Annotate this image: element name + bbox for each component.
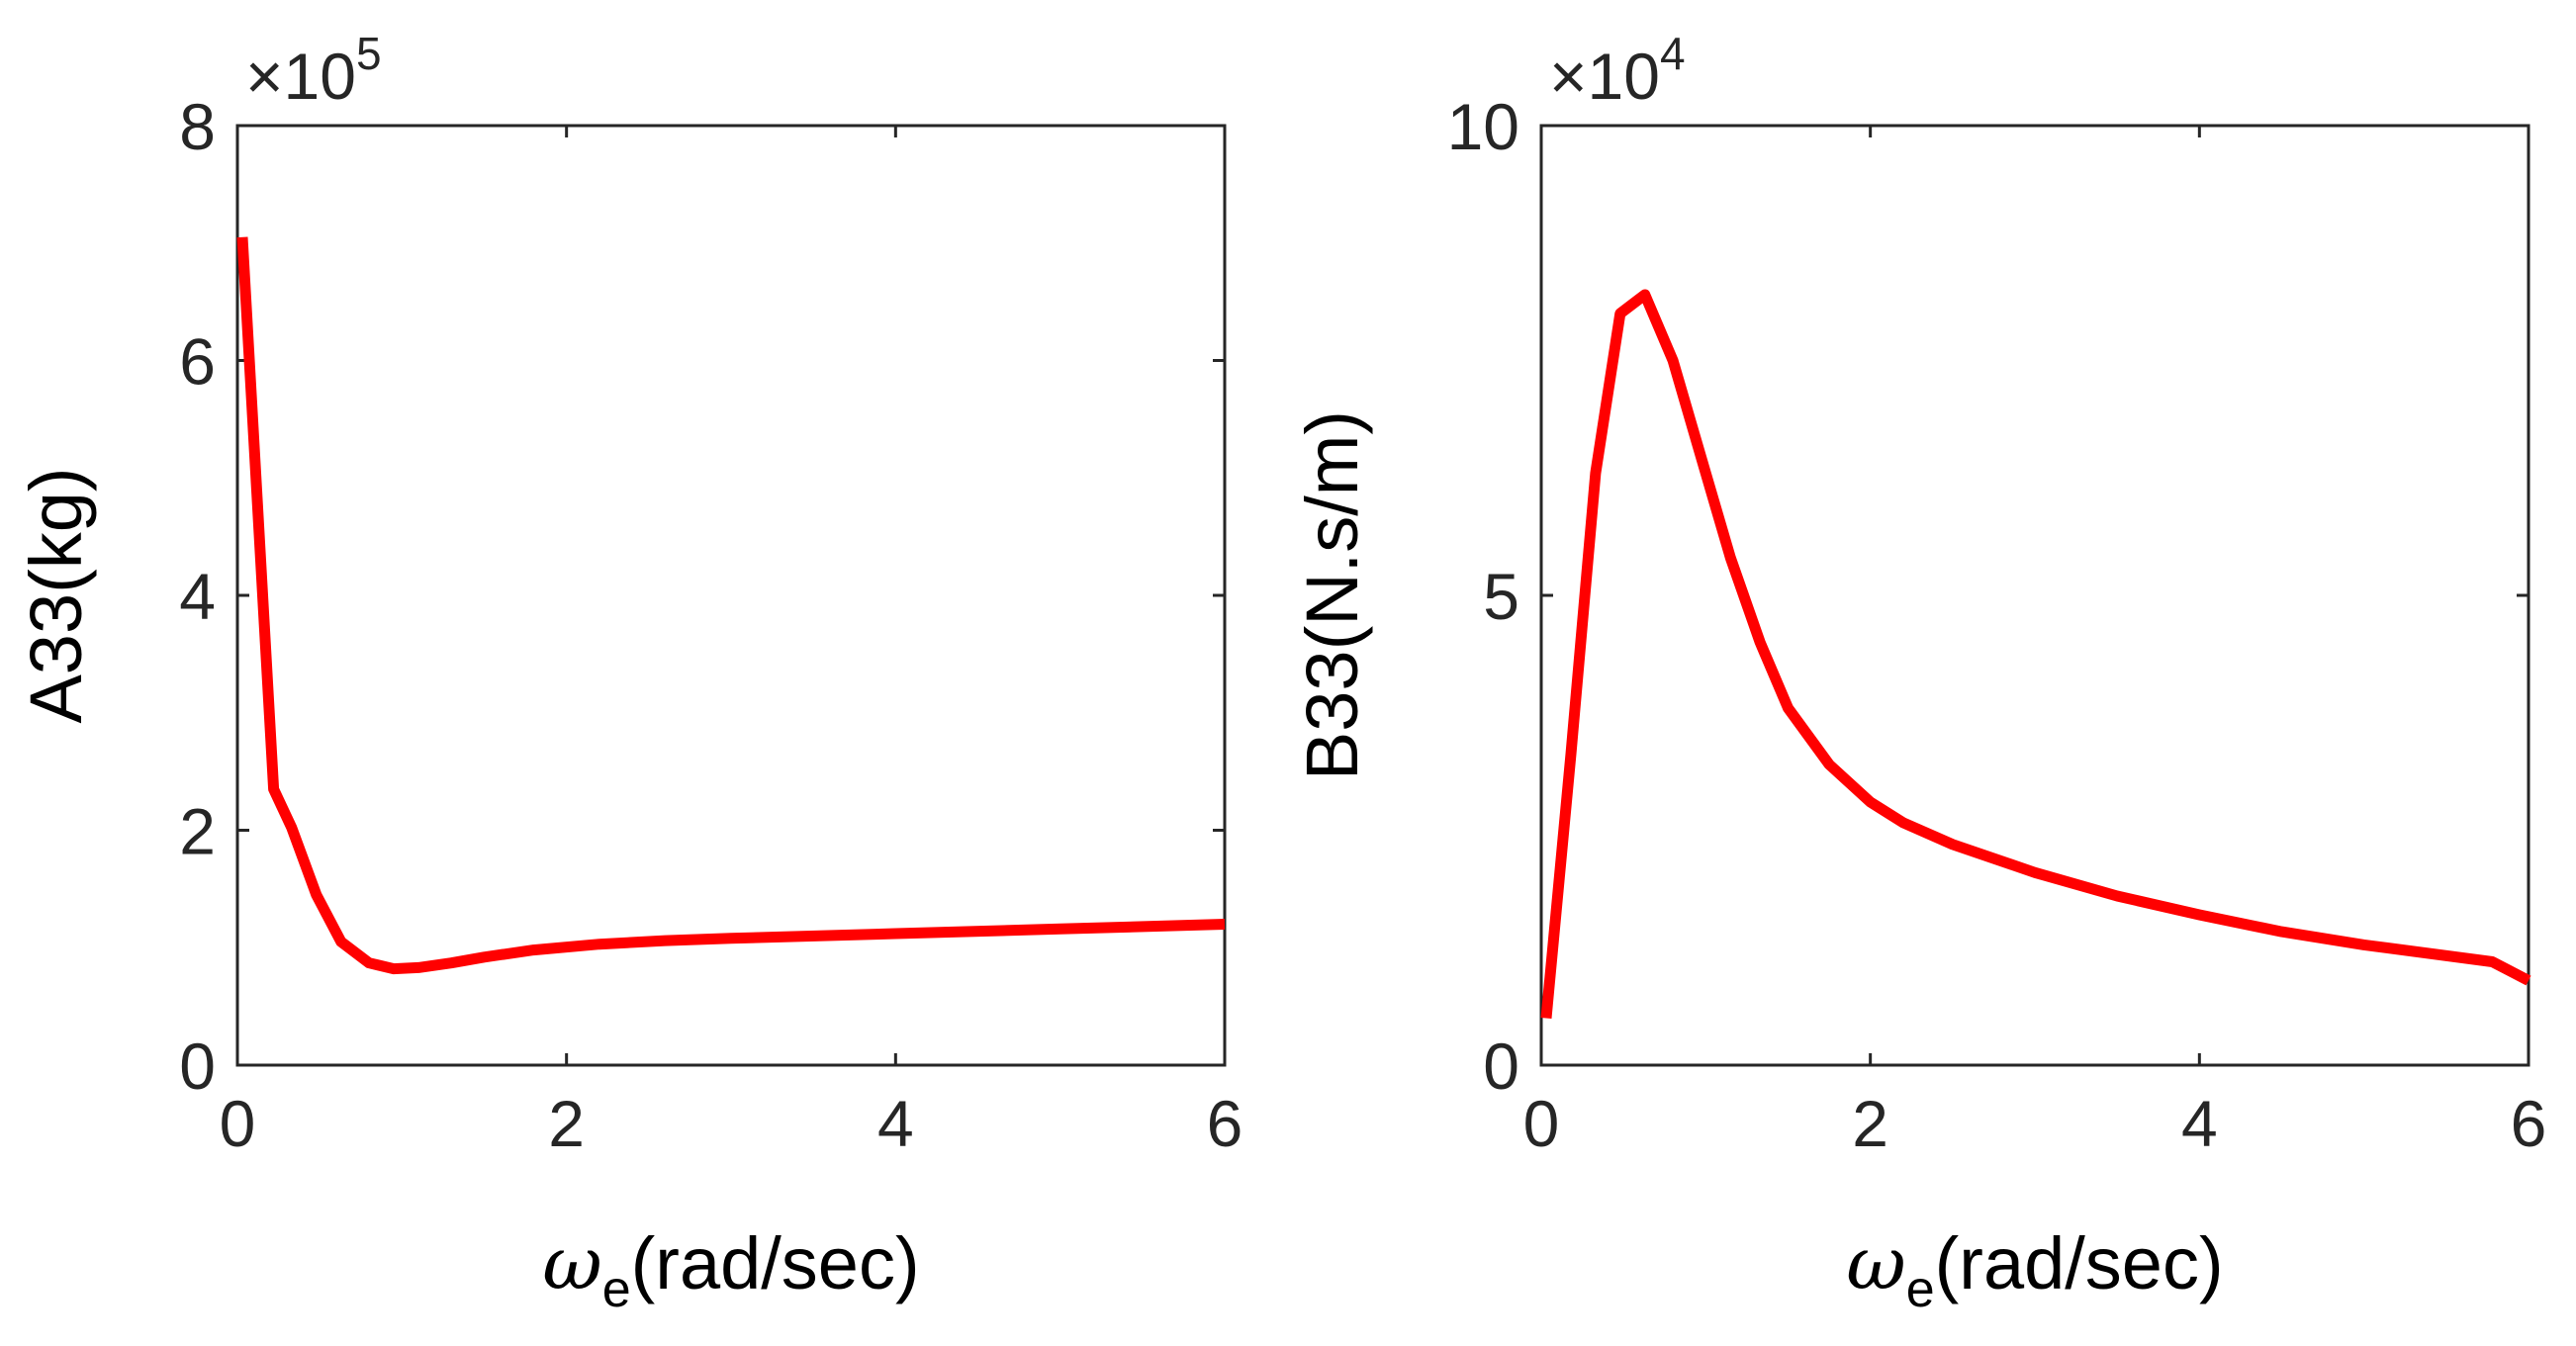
a33-x-tick-label: 4 <box>877 1087 914 1160</box>
b33-chart: 0 2 4 6 0 5 10 ×104 B33(N.s/m) ωe(rad/sec) <box>1291 28 2546 1318</box>
a33-y-tick-label: 6 <box>179 325 216 399</box>
a33-series-line <box>236 236 1226 975</box>
a33-y-axis-label: A33(kg) <box>15 467 97 723</box>
a33-x-tick-label: 2 <box>548 1087 585 1160</box>
a33-chart: 0 2 4 6 0 2 4 6 8 ×105 A33(kg) ωe(rad/sec) <box>15 28 1242 1318</box>
a33-x-axis-label: ωe(rad/sec) <box>542 1221 919 1318</box>
a33-x-tick-label: 0 <box>220 1087 256 1160</box>
b33-tick-labels: 0 2 4 6 0 5 10 <box>1447 90 2547 1160</box>
b33-plot-frame <box>1539 124 2530 1067</box>
b33-x-tick-label: 0 <box>1523 1087 1560 1160</box>
b33-y-axis-label: B33(N.s/m) <box>1291 410 1373 780</box>
b33-x-tick-label: 6 <box>2511 1087 2547 1160</box>
b33-x-axis-label: ωe(rad/sec) <box>1846 1221 2223 1318</box>
a33-tick-labels: 0 2 4 6 0 2 4 6 8 <box>179 90 1242 1160</box>
a33-ticks <box>235 124 1227 1067</box>
b33-series-line <box>1540 289 2531 1020</box>
b33-y-tick-label: 0 <box>1483 1030 1519 1103</box>
b33-x-tick-label: 2 <box>1852 1087 1888 1160</box>
a33-y-tick-label: 0 <box>179 1030 216 1103</box>
b33-ticks <box>1539 124 2530 1067</box>
a33-y-tick-label: 8 <box>179 90 216 163</box>
a33-x-tick-label: 6 <box>1207 1087 1243 1160</box>
b33-exponent-label: ×104 <box>1549 28 1686 113</box>
a33-y-tick-label: 2 <box>179 795 216 868</box>
b33-x-tick-label: 4 <box>2181 1087 2218 1160</box>
a33-exponent-label: ×105 <box>245 28 382 113</box>
b33-y-tick-label: 5 <box>1483 560 1519 633</box>
a33-y-tick-label: 4 <box>179 560 216 633</box>
b33-y-tick-label: 10 <box>1447 90 1519 163</box>
